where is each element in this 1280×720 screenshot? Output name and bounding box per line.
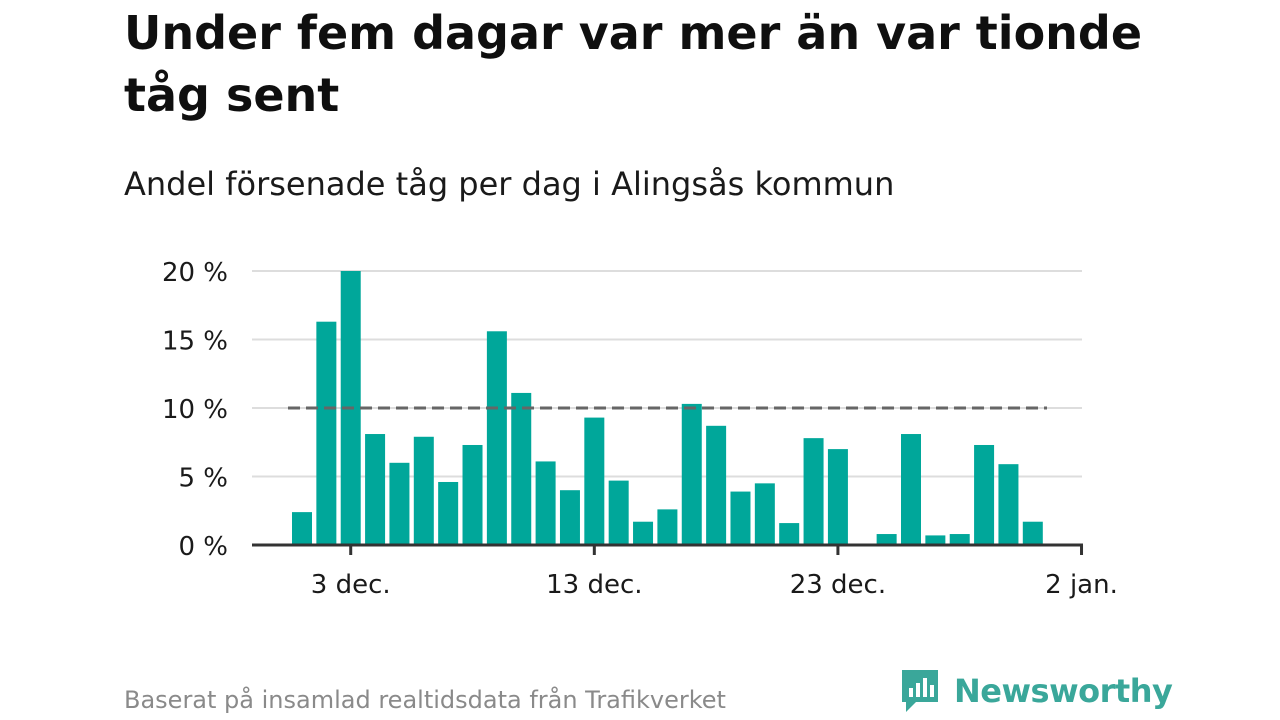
bar — [754, 483, 775, 545]
bar — [706, 425, 727, 545]
bar — [608, 480, 629, 545]
x-tick-label: 3 dec. — [311, 570, 391, 600]
x-tick-label: 23 dec. — [790, 570, 886, 600]
bar — [827, 449, 848, 545]
bar — [584, 417, 605, 545]
x-axis — [252, 543, 1084, 555]
chart-title: Under fem dagar var mer än var tionde tå… — [124, 6, 1143, 122]
brand-name: Newsworthy — [954, 672, 1173, 710]
bar — [316, 321, 337, 545]
x-tick-label: 13 dec. — [546, 570, 642, 600]
bar — [730, 491, 751, 545]
bar — [876, 534, 897, 545]
x-axis-labels: 3 dec. 13 dec. 23 dec. 2 jan. — [311, 570, 1118, 600]
bar — [1022, 521, 1043, 545]
bar — [535, 461, 556, 545]
bar — [925, 535, 946, 545]
bar — [901, 434, 921, 545]
y-axis-labels: 0 % 5 % 10 % 15 % 20 % — [162, 258, 228, 562]
y-tick-label: 15 % — [162, 327, 228, 357]
bar — [438, 481, 459, 545]
bar — [974, 444, 995, 545]
bar — [559, 490, 580, 545]
bar — [779, 523, 800, 545]
bar — [486, 331, 507, 545]
bar — [413, 436, 434, 545]
bar — [681, 403, 702, 545]
bar — [365, 434, 386, 545]
y-tick-label: 0 % — [178, 532, 228, 562]
bar — [633, 521, 654, 545]
y-tick-label: 5 % — [178, 464, 228, 494]
y-tick-label: 10 % — [162, 395, 228, 425]
bar — [803, 438, 824, 545]
chart-speech-bubble-icon — [902, 670, 938, 712]
x-tick-label: 2 jan. — [1045, 570, 1118, 600]
source-note: Baserat på insamlad realtidsdata från Tr… — [124, 686, 726, 714]
bar — [462, 444, 483, 545]
bar — [949, 534, 970, 545]
bar — [511, 392, 532, 545]
bar — [657, 509, 678, 545]
bar — [998, 464, 1019, 545]
chart-subtitle: Andel försenade tåg per dag i Alingsås k… — [124, 165, 895, 203]
y-tick-label: 20 % — [162, 258, 228, 288]
brand-logo[interactable]: Newsworthy — [900, 668, 1173, 714]
bar — [292, 512, 312, 545]
bar — [389, 462, 410, 545]
